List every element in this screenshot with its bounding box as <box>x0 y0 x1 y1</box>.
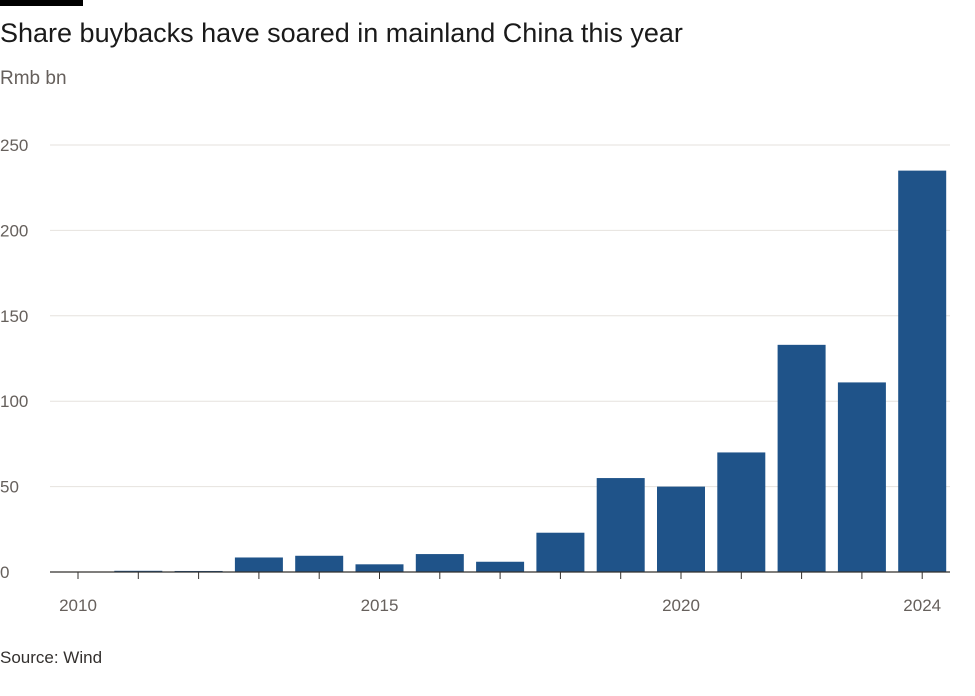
y-tick-label-50: 50 <box>0 478 19 497</box>
bar-2019 <box>596 478 645 572</box>
chart-subtitle: Rmb bn <box>0 68 67 89</box>
chart-title: Share buybacks have soared in mainland C… <box>0 18 683 48</box>
x-tick-label-2020: 2020 <box>662 596 700 615</box>
y-tick-label-100: 100 <box>0 392 28 411</box>
bar-2015 <box>355 564 404 572</box>
x-tick-label-2015: 2015 <box>361 596 399 615</box>
x-tick-label-2010: 2010 <box>59 596 97 615</box>
y-tick-label-0: 0 <box>0 563 9 582</box>
x-axis <box>50 571 950 579</box>
bar-2016 <box>415 554 464 572</box>
brand-bar <box>0 0 83 6</box>
y-tick-label-200: 200 <box>0 221 28 240</box>
y-tick-label-150: 150 <box>0 307 28 326</box>
x-tick-label-2024: 2024 <box>903 596 941 615</box>
bar-2021 <box>717 452 766 572</box>
bar-2024 <box>898 170 947 572</box>
bar-2022 <box>777 344 826 572</box>
bar-2013 <box>234 557 283 572</box>
bar-2023 <box>837 382 886 572</box>
bar-2018 <box>536 532 585 572</box>
bar-2020 <box>657 486 705 572</box>
source-note: Source: Wind <box>0 648 103 667</box>
y-tick-label-250: 250 <box>0 136 28 155</box>
tick-labels: 0 50 100 150 200 250 2010 2015 2020 2024 <box>0 136 941 615</box>
bar-2017 <box>476 561 525 572</box>
bar-2014 <box>295 555 344 572</box>
bars <box>114 170 947 572</box>
